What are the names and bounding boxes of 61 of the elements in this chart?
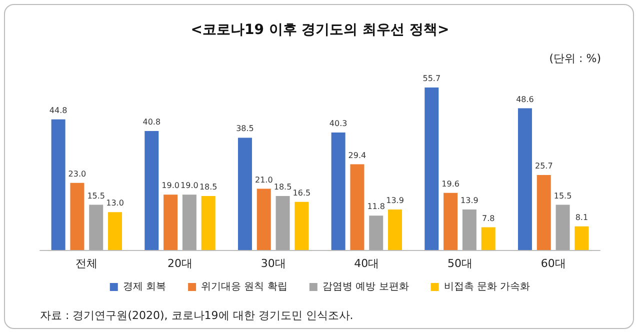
x-tick-label: 20대 bbox=[168, 257, 192, 270]
bar bbox=[238, 138, 252, 250]
data-label: 11.8 bbox=[367, 202, 386, 212]
bar bbox=[574, 226, 589, 250]
bar bbox=[276, 196, 290, 250]
chart-subtitle: (단위 : %) bbox=[549, 52, 601, 65]
data-label: 18.5 bbox=[199, 182, 218, 192]
x-tick-label: 50대 bbox=[448, 257, 472, 270]
legend-label: 비접촉 문화 가속화 bbox=[444, 282, 530, 292]
data-label: 40.3 bbox=[329, 118, 348, 128]
data-label: 8.1 bbox=[575, 212, 588, 222]
legend-label: 감염병 예방 보편화 bbox=[322, 282, 409, 292]
bar bbox=[388, 209, 402, 250]
data-label: 19.0 bbox=[162, 181, 180, 190]
data-label: 16.5 bbox=[292, 188, 311, 198]
data-label: 48.6 bbox=[516, 94, 534, 104]
x-tick-label: 40대 bbox=[354, 257, 380, 270]
bar bbox=[481, 227, 496, 250]
bar bbox=[144, 131, 159, 250]
bar bbox=[518, 108, 532, 250]
data-label: 19.0 bbox=[180, 181, 198, 190]
x-tick-label: 30대 bbox=[260, 257, 286, 270]
bar bbox=[108, 212, 122, 250]
bar bbox=[444, 192, 458, 250]
bar bbox=[182, 194, 196, 250]
data-label: 38.5 bbox=[236, 124, 254, 134]
bar bbox=[424, 88, 439, 250]
data-label: 13.9 bbox=[460, 196, 478, 205]
bar bbox=[536, 175, 551, 250]
bar bbox=[51, 119, 66, 250]
chart-title: <코로나19 이후 경기도의 최우선 정책> bbox=[190, 22, 450, 38]
bar bbox=[256, 188, 271, 250]
data-label: 23.0 bbox=[68, 169, 86, 178]
bar bbox=[164, 194, 178, 250]
data-label: 15.5 bbox=[554, 191, 572, 200]
bar bbox=[350, 164, 364, 250]
data-label: 19.6 bbox=[442, 179, 460, 188]
bar bbox=[70, 182, 84, 250]
bar bbox=[294, 202, 309, 250]
data-label: 40.8 bbox=[142, 118, 161, 126]
x-tick-label: 60대 bbox=[540, 257, 566, 270]
data-label: 15.5 bbox=[87, 191, 106, 200]
data-label: 55.7 bbox=[422, 74, 441, 84]
text: 자료 : 경기연구원(2020), 코로나19에 대한 경기도민 인식조사. bbox=[40, 309, 354, 322]
data-label: 13.0 bbox=[106, 198, 124, 208]
data-label: 44.8 bbox=[49, 106, 68, 115]
legend-label: 위기대응 원칙 확립 bbox=[201, 282, 288, 292]
data-label: 18.5 bbox=[274, 182, 292, 192]
data-label: 25.7 bbox=[534, 162, 553, 171]
legend-label: 경제 회복 bbox=[122, 282, 166, 292]
data-label: 13.9 bbox=[386, 196, 404, 205]
bar bbox=[462, 209, 476, 250]
x-tick-label: 전체 bbox=[76, 257, 98, 270]
bar bbox=[89, 204, 104, 250]
bar bbox=[201, 196, 216, 250]
bar bbox=[331, 132, 346, 250]
data-label: 7.8 bbox=[482, 214, 495, 223]
bar bbox=[369, 216, 384, 250]
bar bbox=[556, 204, 570, 250]
data-label: 21.0 bbox=[254, 175, 273, 184]
data-label: 29.4 bbox=[348, 150, 366, 160]
